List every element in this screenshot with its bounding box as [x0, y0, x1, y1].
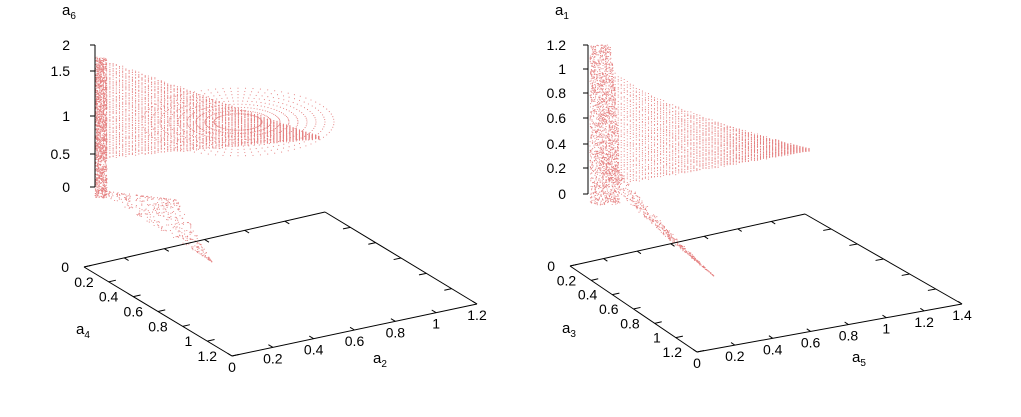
data-point — [102, 115, 104, 118]
data-point — [97, 79, 100, 81]
data-point — [97, 109, 99, 111]
data-point — [95, 169, 97, 171]
data-point — [103, 158, 106, 160]
data-point — [95, 75, 97, 77]
data-point — [105, 136, 107, 138]
data-point — [99, 172, 101, 174]
data-point — [103, 99, 105, 101]
data-point — [97, 91, 99, 93]
data-point — [99, 130, 101, 132]
data-point — [98, 145, 100, 147]
data-point — [100, 182, 102, 185]
data-point — [98, 141, 100, 144]
data-point — [104, 57, 106, 59]
data-point — [104, 162, 106, 164]
data-point — [100, 181, 102, 184]
data-point — [106, 186, 108, 189]
data-point — [97, 85, 99, 87]
data-point — [100, 67, 102, 69]
data-points — [94, 56, 335, 263]
data-point — [103, 160, 105, 162]
data-point — [105, 72, 107, 75]
data-point — [97, 82, 99, 84]
data-point — [105, 184, 107, 186]
data-point — [95, 63, 97, 66]
data-point — [97, 183, 99, 185]
